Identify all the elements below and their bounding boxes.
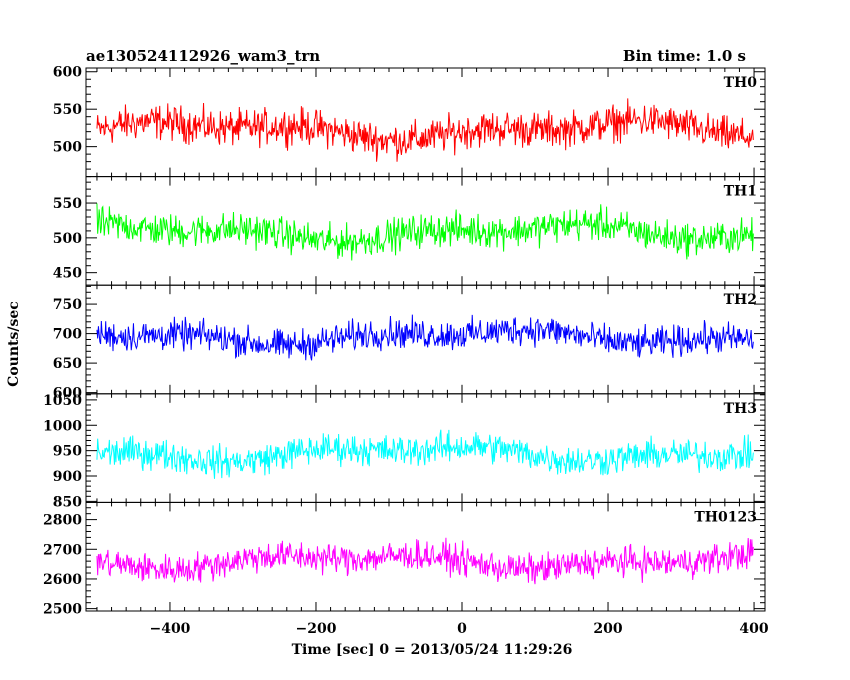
panel-th0123: 2500 2600 2700 2800 TH0123: [43, 501, 766, 618]
x-tick-label: −200: [295, 621, 336, 637]
panel-frame: [85, 501, 766, 612]
x-tick-label: 400: [739, 621, 768, 637]
y-tick-label: 950: [53, 444, 82, 460]
y-tick-label: 600: [53, 386, 82, 402]
y-tick-label: 1000: [43, 418, 82, 434]
x-tick-label: −400: [149, 621, 190, 637]
y-tick-label: 750: [53, 297, 82, 313]
x-axis: −400 −200 0 200 400: [149, 621, 768, 637]
y-tick-label: 2800: [43, 513, 82, 529]
panel-th2: 600 650 700 750 TH2: [53, 284, 766, 402]
y-tick-label: 450: [53, 266, 82, 282]
bin-time-label: Bin time: 1.0 s: [623, 47, 746, 65]
y-tick-label: 600: [53, 65, 82, 81]
panel-th3: 850 900 950 1000 1050 TH3: [43, 393, 766, 510]
panel-name-label: TH2: [724, 292, 757, 308]
y-tick-label: 1050: [43, 393, 82, 409]
y-axis-label: Counts/sec: [6, 301, 22, 387]
y-tick-label: 500: [53, 231, 82, 247]
panel-th0: 500 550 600 TH0: [53, 65, 766, 178]
panel-th1: 450 500 550 TH1: [53, 176, 766, 286]
y-tick-label: 650: [53, 356, 82, 372]
panel-frame: [85, 176, 766, 286]
series-th0123-line: [96, 537, 754, 585]
y-tick-label: 500: [53, 140, 82, 156]
x-tick-label: 0: [457, 621, 467, 637]
series-th2-line: [96, 314, 754, 361]
series-th1-line: [96, 203, 754, 261]
panel-name-label: TH0: [724, 75, 758, 91]
panel-name-label: TH3: [724, 401, 757, 417]
y-tick-label: 850: [53, 494, 82, 510]
panel-name-label: TH1: [724, 184, 757, 200]
series-th3-line: [96, 429, 754, 479]
y-tick-label: 2700: [43, 542, 82, 558]
y-tick-label: 550: [53, 196, 82, 212]
y-tick-label: 900: [53, 469, 82, 485]
y-tick-label: 700: [53, 327, 82, 343]
x-tick-label: 200: [593, 621, 622, 637]
x-axis-label: Time [sec] 0 = 2013/05/24 11:29:26: [292, 642, 573, 658]
y-tick-label: 2600: [43, 572, 82, 588]
panel-name-label: TH0123: [694, 509, 757, 525]
y-tick-label: 550: [53, 102, 82, 118]
panels: 500 550 600 TH0 450 500 550 TH1 600 650 700 750 TH2 8…: [43, 65, 766, 618]
series-th0-line: [96, 98, 754, 162]
y-tick-label: 2500: [43, 602, 82, 618]
chart-title: ae130524112926_wam3_trn: [86, 47, 320, 65]
